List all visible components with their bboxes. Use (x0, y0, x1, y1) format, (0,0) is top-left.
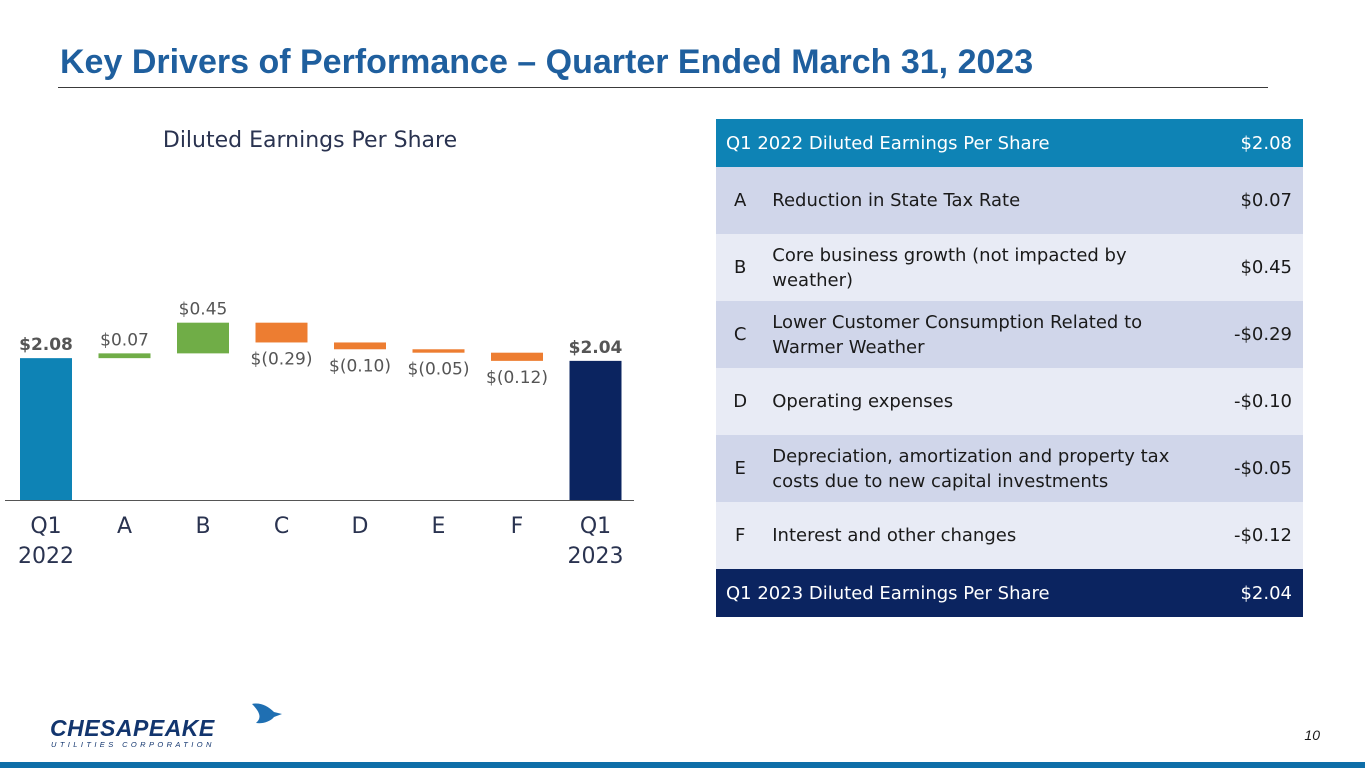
data-label: $2.08 (19, 335, 73, 355)
bird-icon (252, 703, 282, 724)
bar-b (177, 322, 229, 354)
row-value: $0.07 (1191, 167, 1303, 234)
row-value: -$0.29 (1191, 301, 1303, 368)
x-tick-label: D (352, 514, 369, 539)
row-description: Interest and other changes (762, 502, 1192, 569)
table-row: A Reduction in State Tax Rate $0.07 (716, 167, 1303, 234)
row-value: -$0.05 (1191, 435, 1303, 502)
data-label: $0.07 (100, 330, 149, 350)
data-label: $(0.05) (408, 360, 470, 380)
footer-value: $2.04 (1191, 569, 1303, 617)
row-letter: C (716, 301, 763, 368)
data-label: $(0.10) (329, 356, 391, 376)
row-description: Lower Customer Consumption Related to Wa… (762, 301, 1192, 368)
row-letter: E (716, 435, 763, 502)
data-label: $(0.29) (251, 349, 313, 369)
x-tick-label: Q1 2023 (568, 514, 624, 569)
logo-main-text: CHESAPEAKE (50, 715, 215, 741)
row-letter: F (716, 502, 763, 569)
bar-f (491, 352, 543, 361)
table-header-row: Q1 2022 Diluted Earnings Per Share $2.08 (716, 119, 1303, 167)
page-number: 10 (1304, 727, 1320, 743)
bar-q1-2023 (569, 360, 622, 500)
bar-q1-2022 (20, 358, 72, 500)
row-description: Operating expenses (762, 368, 1192, 435)
row-value: $0.45 (1191, 234, 1303, 301)
header-value: $2.08 (1191, 119, 1303, 167)
chesapeake-logo: CHESAPEAKE UTILITIES CORPORATION (50, 703, 282, 749)
bar-e (412, 349, 465, 353)
footer-band (0, 762, 1365, 768)
data-label: $(0.12) (486, 368, 548, 388)
chart-title: Diluted Earnings Per Share (162, 128, 458, 153)
slide-title: Key Drivers of Performance – Quarter End… (60, 43, 1034, 81)
table-row: D Operating expenses -$0.10 (716, 368, 1303, 435)
footer-label: Q1 2023 Diluted Earnings Per Share (716, 569, 1192, 617)
row-value: -$0.12 (1191, 502, 1303, 569)
header-label: Q1 2022 Diluted Earnings Per Share (716, 119, 1192, 167)
eps-waterfall-chart: $2.08 Q1 2022 $0.07 A $0.45 B $(0.29) C $(0.10) D $… (5, 300, 634, 569)
data-label: $0.45 (179, 300, 228, 320)
eps-drivers-table: Q1 2022 Diluted Earnings Per Share $2.08… (716, 119, 1303, 617)
table-row: B Core business growth (not impacted by … (716, 234, 1303, 301)
data-label: $2.04 (569, 338, 623, 358)
bar-a (98, 353, 151, 359)
table-footer-row: Q1 2023 Diluted Earnings Per Share $2.04 (716, 569, 1303, 617)
x-tick-label: C (274, 514, 289, 539)
row-description: Reduction in State Tax Rate (762, 167, 1192, 234)
row-letter: B (716, 234, 763, 301)
table-row: C Lower Customer Consumption Related to … (716, 301, 1303, 368)
x-tick-label: A (117, 514, 132, 539)
row-value: -$0.10 (1191, 368, 1303, 435)
row-letter: A (716, 167, 763, 234)
row-description: Core business growth (not impacted by we… (762, 234, 1192, 301)
table-row: F Interest and other changes -$0.12 (716, 502, 1303, 569)
x-tick-label: B (195, 514, 210, 539)
title-divider (58, 87, 1268, 88)
logo-sub-text: UTILITIES CORPORATION (51, 740, 215, 749)
x-tick-label: E (432, 514, 446, 539)
bar-d (334, 342, 386, 350)
bar-c (255, 322, 308, 343)
x-tick-label: F (511, 514, 524, 539)
x-tick-label: Q1 2022 (18, 514, 74, 569)
row-description: Depreciation, amortization and property … (762, 435, 1192, 502)
row-letter: D (716, 368, 763, 435)
table-row: E Depreciation, amortization and propert… (716, 435, 1303, 502)
